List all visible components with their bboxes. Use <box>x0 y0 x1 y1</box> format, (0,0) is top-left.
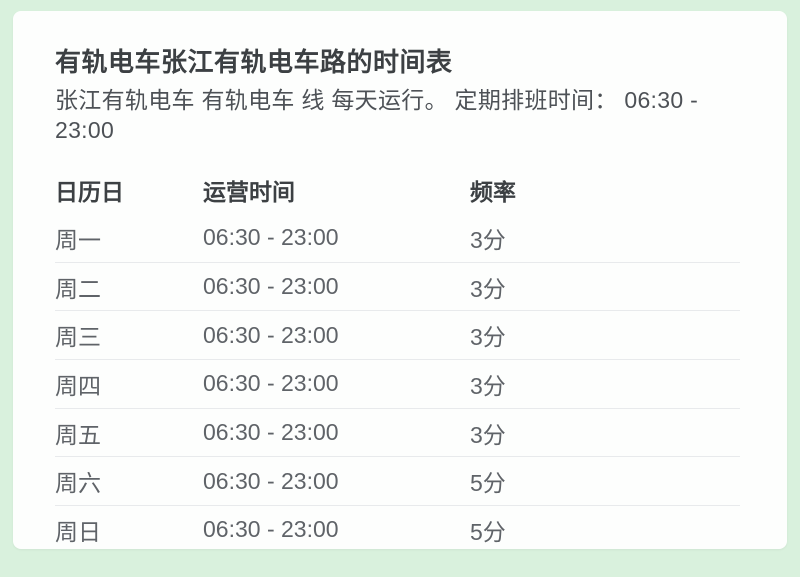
header-day: 日历日 <box>55 179 124 205</box>
frequency-cell: 3分 <box>470 372 506 399</box>
table-row: 周五 06:30 - 23:00 3分 <box>55 407 740 457</box>
schedule-card: 有轨电车张江有轨电车路的时间表 张江有轨电车 有轨电车 线 每天运行。 定期排班… <box>13 11 787 549</box>
table-row: 周一 06:30 - 23:00 3分 <box>55 214 740 262</box>
hours-cell: 06:30 - 23:00 <box>203 419 339 446</box>
day-cell: 周三 <box>55 324 101 351</box>
frequency-cell: 3分 <box>470 275 506 302</box>
table-row: 周六 06:30 - 23:00 5分 <box>55 456 740 505</box>
hours-cell: 06:30 - 23:00 <box>203 516 339 543</box>
day-cell: 周日 <box>55 518 101 545</box>
header-hours: 运营时间 <box>203 179 295 205</box>
table-row: 周日 06:30 - 23:00 5分 <box>55 505 740 554</box>
hours-cell: 06:30 - 23:00 <box>203 370 339 397</box>
table-row: 周二 06:30 - 23:00 3分 <box>55 261 740 311</box>
header-frequency: 频率 <box>470 179 516 205</box>
table-row: 周四 06:30 - 23:00 3分 <box>55 359 740 408</box>
day-cell: 周五 <box>55 421 101 448</box>
day-cell: 周一 <box>55 226 101 253</box>
frequency-cell: 3分 <box>470 324 506 351</box>
day-cell: 周二 <box>55 275 101 302</box>
table-header-row: 日历日 运营时间 频率 <box>55 166 740 214</box>
day-cell: 周六 <box>55 470 101 497</box>
table-row: 周三 06:30 - 23:00 3分 <box>55 310 740 359</box>
frequency-cell: 3分 <box>470 226 506 253</box>
hours-cell: 06:30 - 23:00 <box>203 273 339 300</box>
day-cell: 周四 <box>55 372 101 399</box>
frequency-cell: 5分 <box>470 470 506 497</box>
frequency-cell: 3分 <box>470 421 506 448</box>
frequency-cell: 5分 <box>470 518 506 545</box>
schedule-summary: 张江有轨电车 有轨电车 线 每天运行。 定期排班时间： 06:30 - 23:0… <box>55 87 699 143</box>
hours-cell: 06:30 - 23:00 <box>203 467 339 494</box>
hours-cell: 06:30 - 23:00 <box>203 224 339 251</box>
timetable: 日历日 运营时间 频率 周一 06:30 - 23:00 3分 周二 06:30… <box>55 166 740 554</box>
hours-cell: 06:30 - 23:00 <box>203 321 339 348</box>
page-title: 有轨电车张江有轨电车路的时间表 <box>55 47 453 77</box>
